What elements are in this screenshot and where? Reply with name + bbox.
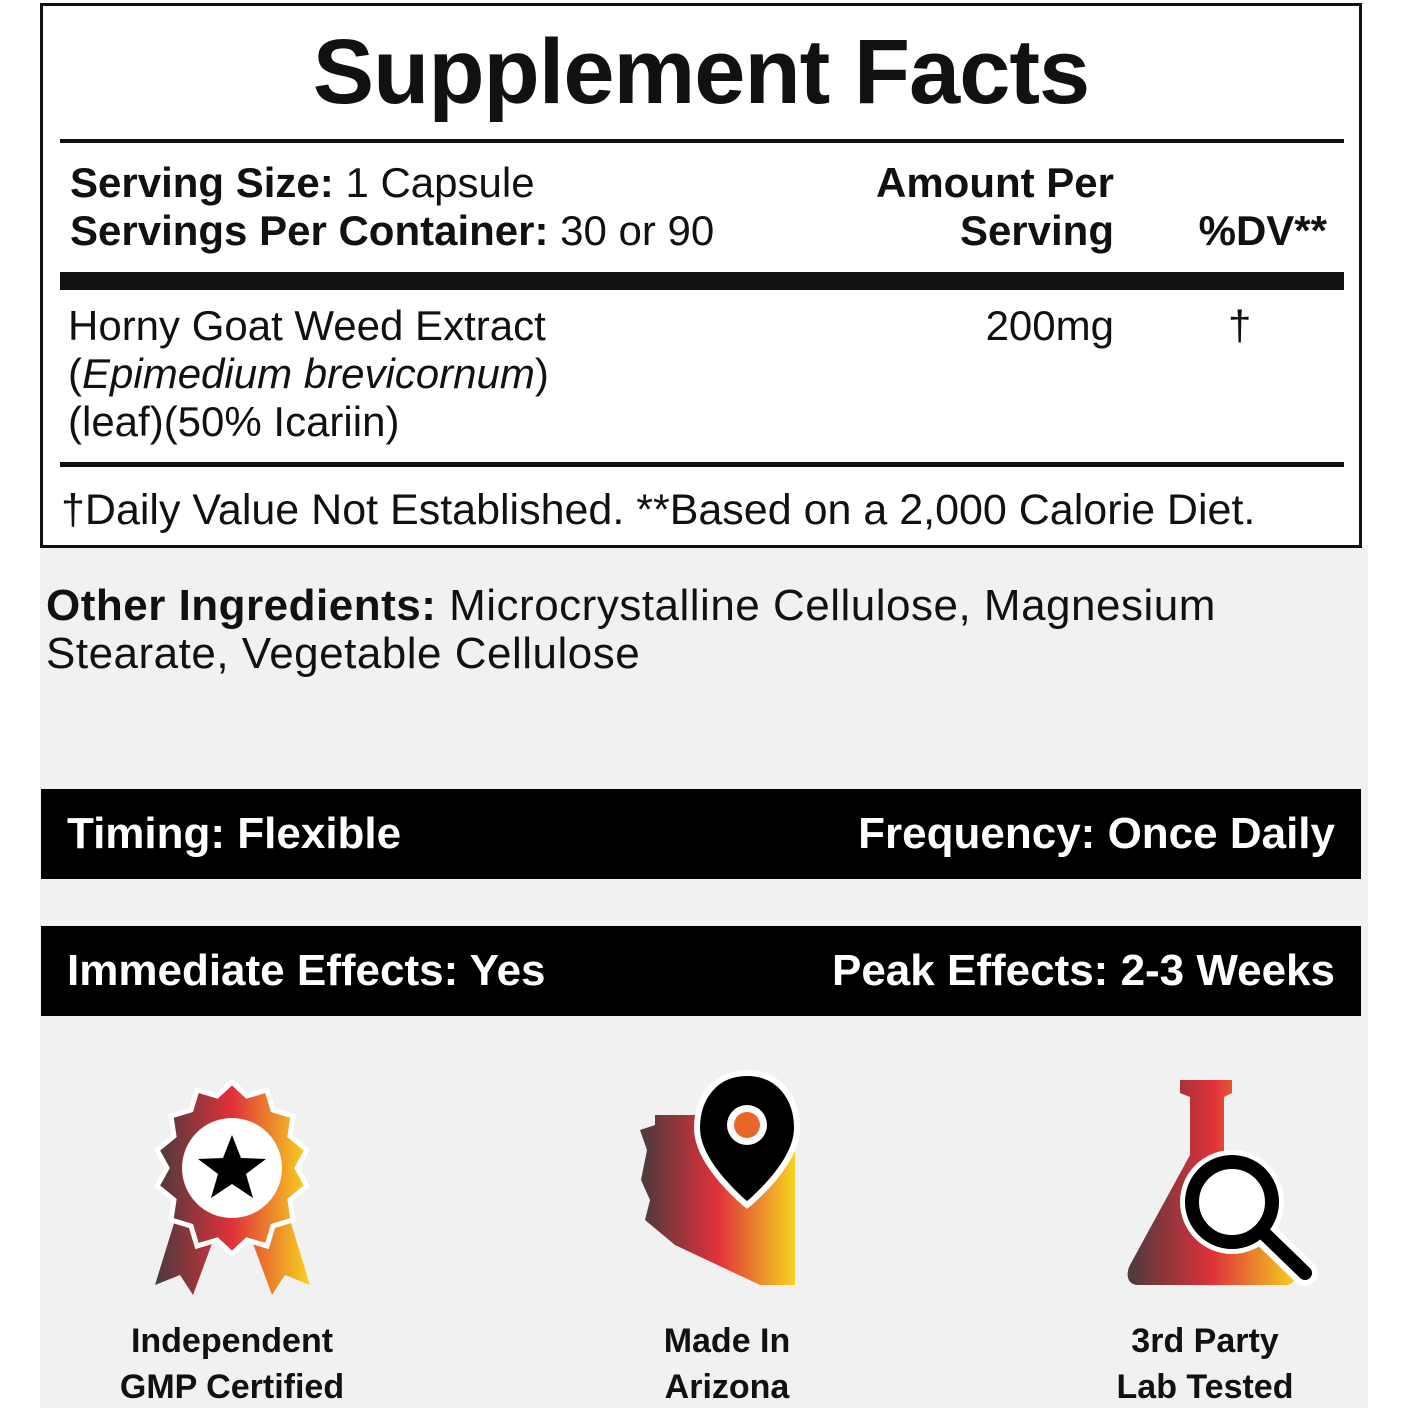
facts-title: Supplement Facts [312,21,1090,123]
ingredient-name: Horny Goat Weed Extract [68,302,546,349]
info-bar-timing: Timing: Flexible Frequency: Once Daily [41,789,1361,879]
badge-lab-tested: 3rd Party Lab Tested [1045,1318,1365,1410]
divider [60,462,1344,467]
arizona-map-pin-icon [640,1070,801,1285]
ingredient-latin-name: Epimedium brevicornum [82,350,535,397]
serving-size: Serving Size: 1 Capsule [70,159,535,207]
frequency-text: Frequency: Once Daily [858,809,1335,858]
info-bar-effects: Immediate Effects: Yes Peak Effects: 2-3… [41,926,1361,1016]
badge-line2: Arizona [664,1368,790,1406]
flask-magnifier-icon [1127,1080,1318,1286]
dv-header: %DV** [1198,207,1327,254]
amount-header-line1: Amount Per [875,159,1114,206]
immediate-effects-text: Immediate Effects: Yes [67,946,546,995]
amount-header-line2: Serving [959,207,1114,254]
serving-size-value: 1 Capsule [345,159,535,206]
divider [60,139,1344,143]
ingredient-detail: (leaf)(50% Icariin) [68,398,400,445]
amount-header: Amount Per Serving [876,159,1114,255]
other-ingredients-value: Microcrystalline Cellulose, Magnesium St… [46,581,1216,678]
badge-line1: 3rd Party [1131,1322,1279,1360]
timing-text: Timing: Flexible [67,809,402,858]
serving-size-label: Serving Size: [70,159,334,206]
badge-made-in-arizona: Made In Arizona [567,1318,887,1410]
supplement-facts-box: Supplement Facts Serving Size: 1 Capsule… [40,3,1362,548]
servings-per-container: Servings Per Container: 30 or 90 [70,207,714,255]
servings-label: Servings Per Container: [70,207,549,254]
badge-gmp-certified: Independent GMP Certified [72,1318,392,1410]
other-ingredients: Other Ingredients: Microcrystalline Cell… [46,582,1366,678]
ingredient-dv: † [1228,302,1252,349]
ingredient-amount: 200mg [985,302,1114,349]
thick-divider [60,272,1344,290]
footnote: †Daily Value Not Established. **Based on… [61,486,1256,534]
ingredient-latin: (Epimedium brevicornum) [68,350,549,397]
award-ribbon-star-icon [153,1080,311,1295]
servings-value: 30 or 90 [560,207,715,254]
badge-line2: GMP Certified [119,1368,345,1406]
badge-line2: Lab Tested [1116,1368,1294,1406]
peak-effects-text: Peak Effects: 2-3 Weeks [831,946,1335,995]
other-ingredients-label: Other Ingredients: [46,581,437,630]
badge-line1: Made In [663,1322,791,1360]
badge-line1: Independent [130,1322,334,1360]
